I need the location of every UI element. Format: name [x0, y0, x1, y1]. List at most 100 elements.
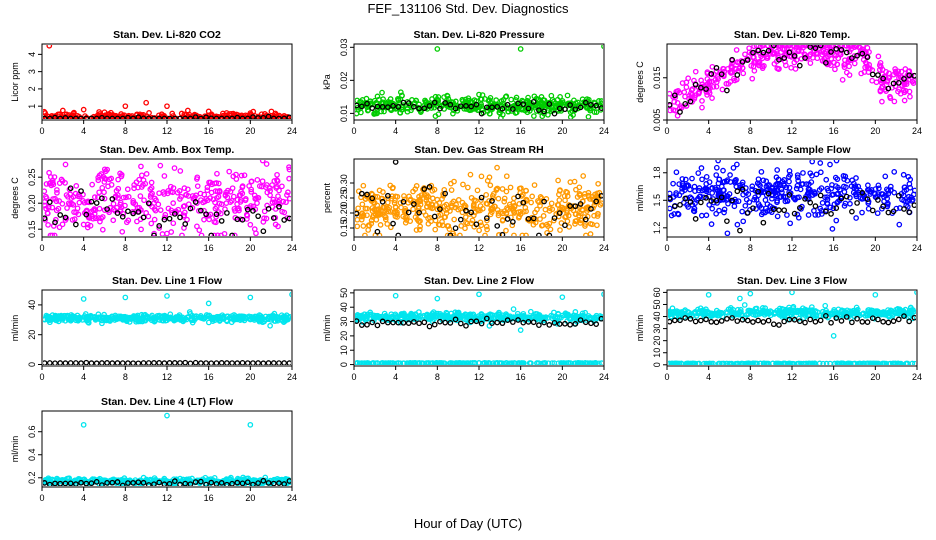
- data-point: [849, 309, 856, 316]
- data-point: [555, 177, 561, 184]
- data-point: [169, 210, 175, 216]
- data-point: [149, 114, 155, 119]
- data-point: [703, 195, 709, 201]
- data-point: [140, 360, 147, 365]
- data-point: [577, 317, 584, 323]
- data-point: [144, 314, 151, 321]
- data-point: [423, 197, 430, 204]
- data-point: [765, 45, 771, 49]
- x-tick-label: 0: [39, 493, 44, 503]
- panel-title: Stan. Dev. Line 2 Flow: [424, 275, 535, 287]
- data-point: [510, 306, 517, 312]
- y-axis-label: percent: [322, 182, 332, 213]
- data-point: [52, 114, 58, 119]
- data-point: [496, 231, 502, 236]
- data-point: [846, 48, 853, 55]
- data-point: [739, 208, 745, 215]
- x-tick-label: 12: [787, 372, 797, 382]
- data-point: [181, 203, 188, 209]
- data-point: [231, 316, 238, 323]
- data-point: [114, 360, 121, 365]
- data-point: [817, 192, 824, 199]
- data-point: [787, 220, 794, 227]
- x-tick-label: 16: [829, 126, 839, 136]
- data-point: [182, 115, 189, 119]
- data-point: [216, 187, 223, 194]
- data-point: [450, 110, 456, 117]
- data-point: [581, 191, 588, 197]
- data-point: [872, 186, 879, 192]
- data-point: [214, 195, 220, 201]
- data-point: [859, 189, 866, 196]
- data-point: [483, 315, 490, 322]
- data-point: [703, 316, 709, 323]
- data-point: [374, 228, 381, 235]
- data-point: [156, 360, 163, 365]
- data-point: [369, 195, 376, 202]
- data-point: [533, 95, 540, 102]
- data-point: [508, 314, 514, 321]
- data-point: [674, 100, 681, 106]
- data-point: [721, 209, 727, 216]
- data-point: [187, 115, 194, 119]
- data-point: [760, 307, 766, 314]
- data-point: [673, 192, 679, 198]
- data-point: [125, 217, 132, 224]
- data-point: [470, 204, 477, 210]
- data-point: [683, 84, 690, 91]
- data-point: [157, 207, 164, 213]
- y-tick-label: 0.20: [27, 194, 37, 212]
- x-tick-label: 0: [664, 126, 669, 136]
- x-tick-label: 0: [39, 243, 44, 253]
- data-point: [677, 109, 683, 115]
- data-point: [250, 208, 256, 214]
- data-point: [851, 60, 858, 67]
- y-tick-label: 30: [339, 317, 349, 327]
- x-tick-label: 16: [204, 372, 214, 382]
- data-point: [410, 206, 416, 213]
- data-point: [719, 86, 726, 93]
- x-tick-label: 24: [287, 243, 297, 253]
- data-point: [548, 200, 555, 207]
- data-point: [732, 360, 739, 365]
- data-point: [476, 91, 482, 98]
- x-tick-label: 4: [81, 372, 86, 382]
- data-point: [422, 97, 428, 104]
- data-point: [397, 96, 404, 103]
- data-point: [817, 317, 824, 324]
- data-point: [104, 360, 110, 365]
- data-point: [776, 56, 782, 63]
- data-point: [429, 96, 435, 102]
- data-point: [679, 176, 686, 182]
- x-tick-label: 12: [474, 372, 484, 382]
- data-point: [143, 99, 150, 106]
- data-point: [56, 224, 63, 231]
- data-point: [447, 101, 454, 108]
- data-point: [678, 360, 685, 365]
- data-point: [203, 211, 209, 218]
- data-point: [530, 98, 537, 105]
- data-point: [49, 204, 56, 211]
- x-tick-label: 0: [351, 126, 356, 136]
- data-point: [875, 310, 882, 316]
- data-point: [774, 360, 780, 365]
- data-point: [591, 315, 597, 322]
- data-point: [731, 203, 738, 210]
- data-point: [364, 107, 371, 114]
- data-point: [170, 220, 177, 227]
- data-point: [67, 115, 74, 119]
- data-point: [122, 202, 128, 209]
- data-point: [96, 205, 103, 212]
- y-tick-label: 50: [339, 288, 349, 298]
- data-point: [196, 227, 203, 234]
- data-point: [464, 220, 471, 227]
- data-point: [699, 176, 705, 183]
- y-tick-label: 10: [339, 345, 349, 355]
- data-point: [729, 315, 735, 321]
- data-point: [598, 105, 603, 111]
- data-point: [385, 192, 391, 199]
- data-point: [528, 360, 534, 365]
- data-point: [171, 115, 178, 119]
- data-point: [817, 169, 824, 176]
